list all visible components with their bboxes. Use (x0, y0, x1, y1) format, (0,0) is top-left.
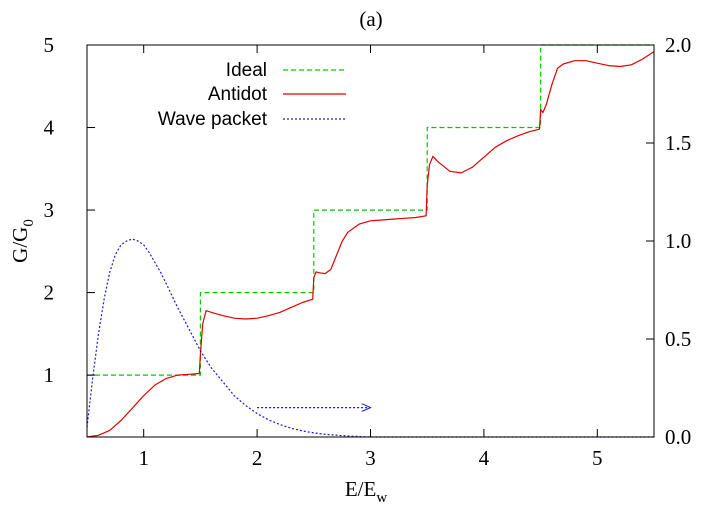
y-tick-label-left: 4 (44, 116, 55, 140)
legend-label: Ideal (226, 60, 267, 81)
panel-label: (a) (359, 7, 382, 31)
x-tick-label: 5 (592, 446, 603, 470)
y-tick-label-left: 3 (44, 198, 55, 222)
legend: Ideal Antidot Wave packet (158, 60, 346, 130)
series-line-antidot (86, 51, 655, 438)
y-tick-label-left: 5 (44, 33, 55, 57)
y-axis-label: G/G0 (8, 219, 37, 263)
y-tick-label-right: 1.0 (665, 229, 691, 253)
y-axis-label-main: G/G (8, 227, 32, 263)
x-tick-label: 1 (138, 446, 149, 470)
x-tick-label: 3 (365, 446, 376, 470)
x-axis-label-sub: w (376, 490, 387, 506)
series-layer (86, 44, 655, 438)
x-axis-label: E/Ew (345, 477, 388, 506)
tick-layer: 1 2 3 4 5 1 2 3 4 5 0.0 0.5 1.0 1.5 2.0 (44, 33, 692, 470)
legend-label: Wave packet (158, 109, 268, 130)
y-tick-label-right: 0.5 (665, 327, 691, 351)
legend-label: Antidot (208, 84, 268, 105)
series-line-ideal (87, 44, 654, 376)
y-tick-label-right: 0.0 (665, 425, 691, 449)
y-tick-label-right: 2.0 (665, 33, 691, 57)
x-axis-label-main: E/E (345, 477, 377, 501)
plot-frame (86, 44, 655, 438)
y-tick-label-right: 1.5 (665, 131, 691, 155)
y-tick-label-left: 2 (44, 281, 55, 305)
x-tick-label: 4 (479, 446, 490, 470)
y-tick-label-left: 1 (44, 363, 55, 387)
y-axis-label-sub: 0 (21, 219, 37, 227)
x-tick-label: 2 (252, 446, 263, 470)
